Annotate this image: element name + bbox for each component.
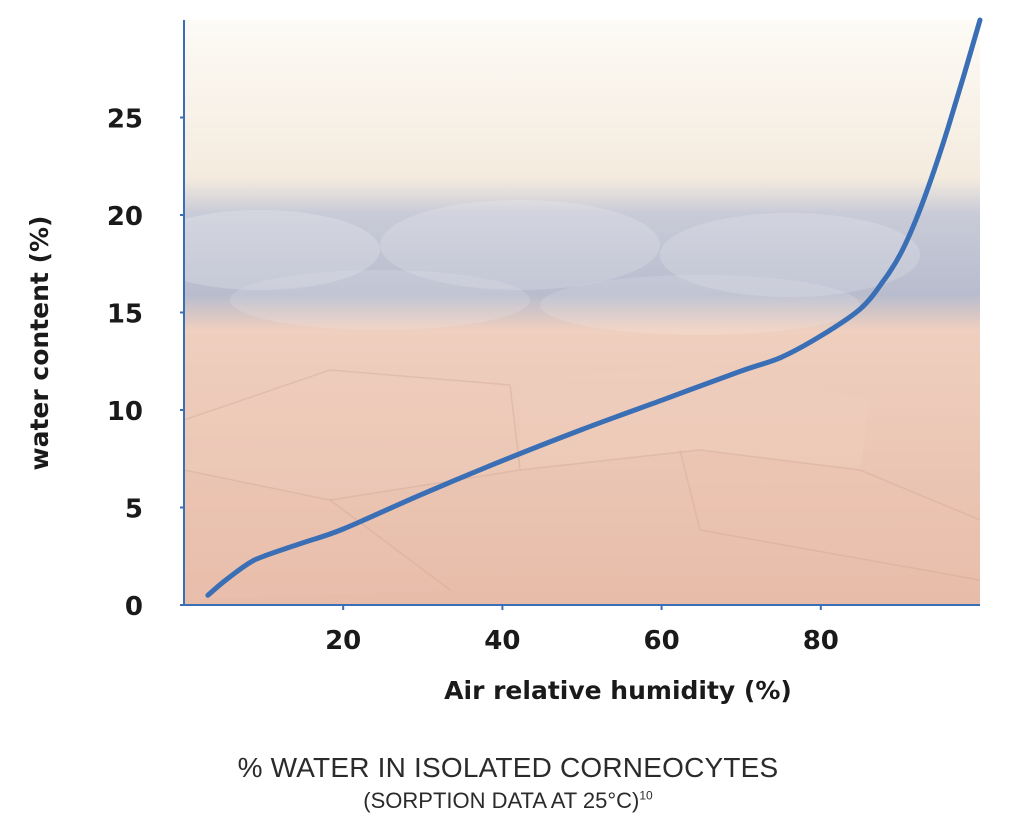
y-tick-label: 25: [107, 105, 143, 135]
y-tick-label: 10: [107, 397, 143, 427]
chart-title: % WATER IN ISOLATED CORNEOCYTES: [237, 752, 779, 783]
x-tick-label: 80: [803, 626, 839, 656]
y-tick-label: 20: [107, 202, 143, 232]
series-line-0: [205, 17, 983, 598]
y-axis-title: water content (%): [25, 216, 54, 471]
x-axis-title: Air relative humidity (%): [444, 676, 792, 705]
y-tick-label: 15: [107, 300, 143, 330]
x-axis-ticks: 20 40 60 80: [325, 605, 839, 656]
x-tick-label: 40: [484, 626, 520, 656]
plot-background: [184, 20, 980, 605]
y-axis-ticks: 0 5 10 15 20 25: [107, 105, 184, 622]
subtitle-reference: 10: [639, 788, 653, 803]
x-tick-label: 20: [325, 626, 361, 656]
x-tick-label: 60: [644, 626, 680, 656]
y-tick-label: 0: [125, 592, 143, 622]
chart-subtitle: (SORPTION DATA AT 25°C)10: [0, 788, 1016, 814]
chart-subtitle-text: (SORPTION DATA AT 25°C): [363, 788, 640, 813]
y-tick-label: 5: [125, 495, 143, 525]
series-group: [205, 17, 983, 598]
